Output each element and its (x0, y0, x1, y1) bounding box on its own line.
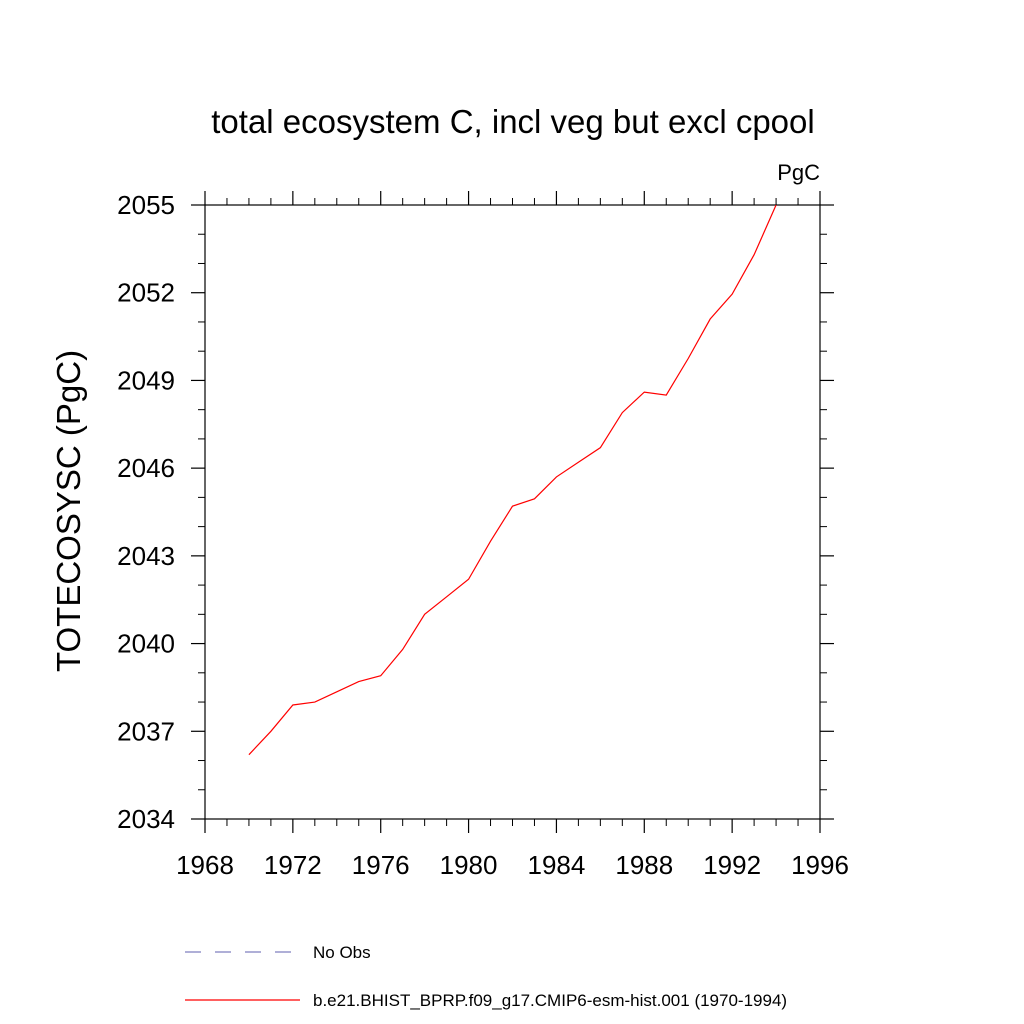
series-lines (248, 204, 777, 756)
y-tick-label: 2037 (117, 716, 175, 746)
y-tick-label: 2034 (117, 804, 175, 834)
axis-ticks: 1968 1972 1976 1980 1984 1988 1992 1996 2034 2037… (117, 190, 849, 880)
x-tick-label: 1988 (615, 850, 673, 880)
series-line-1 (248, 204, 777, 756)
y-tick-label: 2040 (117, 629, 175, 659)
legend: No Obs b.e21.BHIST_BPRP.f09_g17.CMIP6-esm… (185, 943, 787, 1010)
chart-title: total ecosystem C, incl veg but excl cpo… (211, 103, 814, 140)
y-tick-label: 2052 (117, 278, 175, 308)
legend-label-0: No Obs (313, 943, 371, 962)
units-label: PgC (777, 160, 820, 185)
x-tick-label: 1968 (176, 850, 234, 880)
plot-frame (204, 204, 821, 820)
legend-label-1: b.e21.BHIST_BPRP.f09_g17.CMIP6-esm-hist.… (313, 991, 787, 1010)
x-tick-label: 1980 (440, 850, 498, 880)
x-tick-label: 1972 (264, 850, 322, 880)
x-tick-label: 1992 (703, 850, 761, 880)
y-tick-label: 2055 (117, 190, 175, 220)
y-tick-label: 2049 (117, 365, 175, 395)
y-tick-label: 2043 (117, 541, 175, 571)
x-tick-label: 1996 (791, 850, 849, 880)
x-tick-label: 1984 (528, 850, 586, 880)
y-tick-label: 2046 (117, 453, 175, 483)
x-tick-label: 1976 (352, 850, 410, 880)
y-axis-label: TOTECOSYSC (PgC) (50, 350, 87, 672)
